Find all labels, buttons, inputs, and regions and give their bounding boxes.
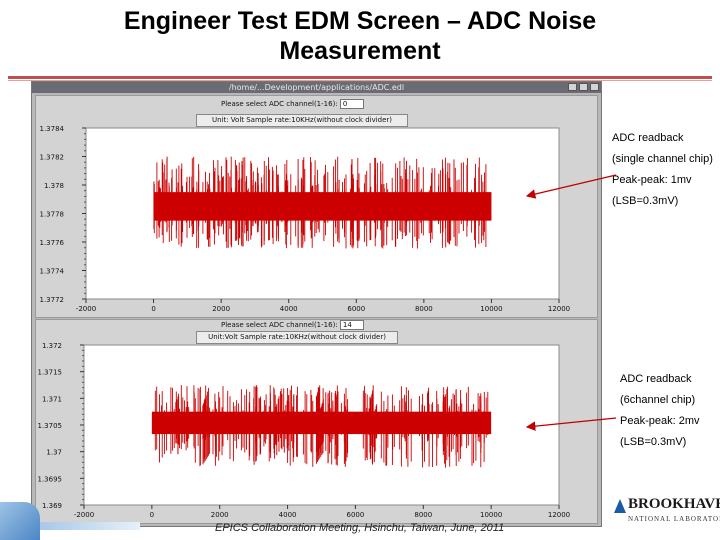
window-titlebar[interactable]: /home/...Development/applications/ADC.ed… xyxy=(32,82,601,93)
annotation-2: ADC readback (6channel chip) Peak-peak: … xyxy=(620,369,720,453)
adc-panel-2: Please select ADC channel(1-16): 14 Unit… xyxy=(35,319,598,524)
y-tick-label: 1.3715 xyxy=(38,369,63,377)
annotation-1-line4: (LSB=0.3mV) xyxy=(612,195,679,207)
y-tick-label: 1.378 xyxy=(44,182,64,190)
annotation-1: ADC readback (single channel chip) Peak-… xyxy=(612,128,720,212)
channel-select-input-2[interactable]: 14 xyxy=(339,320,364,330)
epics-logo xyxy=(0,502,40,540)
window-title: /home/...Development/applications/ADC.ed… xyxy=(228,83,405,92)
adc-plot-2: 1.372 1.3715 1.371 1.3705 1.37 1.3695 1.369 -20… xyxy=(38,343,571,519)
y-tick-label: 1.3782 xyxy=(40,154,65,162)
y-tick-label: 1.372 xyxy=(42,343,62,350)
edm-window: /home/...Development/applications/ADC.ed… xyxy=(31,81,602,527)
brookhaven-logo: BROOKHAVEN NATIONAL LABORATORY xyxy=(614,495,720,535)
x-tick-label: -2000 xyxy=(74,511,94,519)
x-tick-label: 12000 xyxy=(548,511,570,519)
x-tick-label: 8000 xyxy=(415,305,433,313)
channel-select-label-1: Please select ADC channel(1-16): xyxy=(221,100,338,108)
brookhaven-subtitle: NATIONAL LABORATORY xyxy=(628,515,720,523)
x-tick-label: -2000 xyxy=(76,305,96,313)
slide-title-line2: Measurement xyxy=(279,37,441,65)
maximize-icon[interactable] xyxy=(579,83,588,91)
x-tick-label: 12000 xyxy=(548,305,570,313)
annotation-2-line3: Peak-peak: 2mv xyxy=(620,415,700,427)
x-tick-label: 6000 xyxy=(347,511,365,519)
slide-title-line1: Engineer Test EDM Screen – ADC Noise xyxy=(123,7,597,35)
title-divider-thin xyxy=(8,80,712,81)
x-tick-label: 2000 xyxy=(212,305,230,313)
y-tick-label: 1.3774 xyxy=(40,268,65,276)
channel-select-row-1: Please select ADC channel(1-16): 0 xyxy=(221,99,364,109)
x-tick-label: 8000 xyxy=(414,511,432,519)
y-tick-label: 1.3778 xyxy=(40,211,65,219)
unit-label-2: Unit:Volt Sample rate:10KHz(without cloc… xyxy=(196,331,398,344)
minimize-icon[interactable] xyxy=(568,83,577,91)
y-tick-label: 1.371 xyxy=(42,395,62,403)
annotation-2-line2: (6channel chip) xyxy=(620,394,696,406)
footer-text: EPICS Collaboration Meeting, Hsinchu, Ta… xyxy=(215,522,505,534)
adc-panel-1: Please select ADC channel(1-16): 0 Unit:… xyxy=(35,95,598,318)
y-tick-label: 1.3695 xyxy=(38,475,63,483)
annotation-2-line4: (LSB=0.3mV) xyxy=(620,436,687,448)
annotation-1-line3: Peak-peak: 1mv xyxy=(612,174,692,186)
annotation-2-line1: ADC readback xyxy=(620,373,692,385)
close-icon[interactable] xyxy=(590,83,599,91)
x-tick-label: 2000 xyxy=(211,511,229,519)
adc-plot-1: 1.3784 1.3782 1.378 1.3778 1.3776 1.3774 1.377… xyxy=(40,126,571,313)
x-tick-label: 6000 xyxy=(347,305,365,313)
annotation-1-line2: (single channel chip) xyxy=(612,153,713,165)
channel-select-input-1[interactable]: 0 xyxy=(339,99,364,109)
y-tick-label: 1.369 xyxy=(42,502,62,510)
x-tick-label: 10000 xyxy=(480,511,502,519)
epics-banner xyxy=(40,522,140,530)
y-tick-label: 1.3705 xyxy=(38,422,63,430)
x-tick-label: 4000 xyxy=(279,511,297,519)
y-tick-label: 1.3772 xyxy=(40,296,65,304)
signal-spikes xyxy=(153,156,487,249)
title-divider xyxy=(8,76,712,79)
brookhaven-name: BROOKHAVEN xyxy=(628,496,720,512)
y-tick-label: 1.37 xyxy=(46,449,62,457)
channel-select-label-2: Please select ADC channel(1-16): xyxy=(221,321,338,329)
brookhaven-mark-icon xyxy=(614,499,626,513)
slide-title: Engineer Test EDM Screen – ADC Noise Mea… xyxy=(0,6,720,66)
channel-select-row-2: Please select ADC channel(1-16): 14 xyxy=(221,320,364,330)
unit-label-1: Unit: Volt Sample rate:10KHz(without clo… xyxy=(196,114,408,127)
signal-spikes xyxy=(154,385,489,468)
x-tick-label: 0 xyxy=(150,511,154,519)
x-tick-label: 0 xyxy=(151,305,155,313)
x-tick-label: 10000 xyxy=(480,305,502,313)
y-tick-label: 1.3776 xyxy=(40,239,65,247)
y-tick-label: 1.3784 xyxy=(40,126,65,133)
annotation-1-line1: ADC readback xyxy=(612,132,684,144)
x-tick-label: 4000 xyxy=(280,305,298,313)
